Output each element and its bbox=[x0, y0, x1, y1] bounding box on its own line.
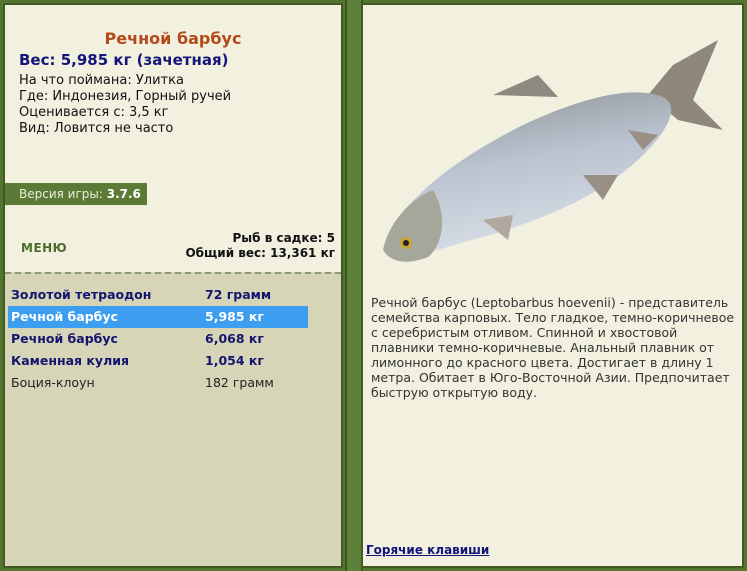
fish-list-row[interactable]: Боция-клоун 182 грамм bbox=[8, 372, 308, 394]
keepnet-stats: Рыб в садке: 5 Общий вес: 13,361 кг bbox=[185, 231, 335, 261]
rated-from-text: Оценивается с: 3,5 кг bbox=[19, 105, 169, 120]
fish-list-row[interactable]: Золотой тетраодон 72 грамм bbox=[8, 284, 308, 306]
fish-image bbox=[383, 40, 723, 262]
fish-weight-cell: 72 грамм bbox=[205, 287, 272, 302]
fish-weight-cell: 182 грамм bbox=[205, 375, 274, 390]
version-label: Версия игры: bbox=[19, 187, 107, 201]
fish-list-row[interactable]: Каменная кулия 1,054 кг bbox=[8, 350, 308, 372]
fish-details: На что поймана: Улитка Где: Индонезия, Г… bbox=[19, 73, 231, 137]
fish-name: Речной барбус bbox=[11, 309, 118, 324]
fish-list: Золотой тетраодон 72 грамм Речной барбус 5,… bbox=[8, 284, 308, 394]
fish-weight-cell: 6,068 кг bbox=[205, 331, 264, 346]
catch-info-panel: Речной барбус Вес: 5,985 кг (зачетная) Н… bbox=[3, 3, 343, 568]
total-weight: Общий вес: 13,361 кг bbox=[185, 246, 335, 260]
fish-description-panel: Речной барбус (Leptobarbus hoevenii) - п… bbox=[361, 3, 744, 568]
fish-list-row[interactable]: Речной барбус 6,068 кг bbox=[8, 328, 308, 350]
fish-name: Речной барбус bbox=[11, 331, 118, 346]
fish-name: Боция-клоун bbox=[11, 375, 95, 390]
fish-weight: Вес: 5,985 кг (зачетная) bbox=[19, 51, 229, 69]
game-version: Версия игры: 3.7.6 bbox=[5, 183, 147, 205]
fish-count: Рыб в садке: 5 bbox=[232, 231, 336, 245]
bait-text: На что поймана: Улитка bbox=[19, 73, 184, 88]
version-value: 3.7.6 bbox=[106, 187, 141, 201]
fish-description: Речной барбус (Leptobarbus hoevenii) - п… bbox=[371, 295, 735, 400]
fish-weight-cell: 5,985 кг bbox=[205, 309, 264, 324]
menu-button[interactable]: МЕНЮ bbox=[21, 241, 68, 255]
location-text: Где: Индонезия, Горный ручей bbox=[19, 89, 232, 104]
hotkeys-link[interactable]: Горячие клавиши bbox=[366, 543, 490, 557]
fish-list-row[interactable]: Речной барбус 5,985 кг bbox=[8, 306, 308, 328]
fish-list-area: Золотой тетраодон 72 грамм Речной барбус 5,… bbox=[5, 272, 341, 566]
fish-name: Каменная кулия bbox=[11, 353, 130, 368]
fish-title: Речной барбус bbox=[104, 29, 242, 48]
kind-text: Вид: Ловится не часто bbox=[19, 121, 174, 136]
fish-weight-cell: 1,054 кг bbox=[205, 353, 264, 368]
fish-name: Золотой тетраодон bbox=[11, 287, 152, 302]
